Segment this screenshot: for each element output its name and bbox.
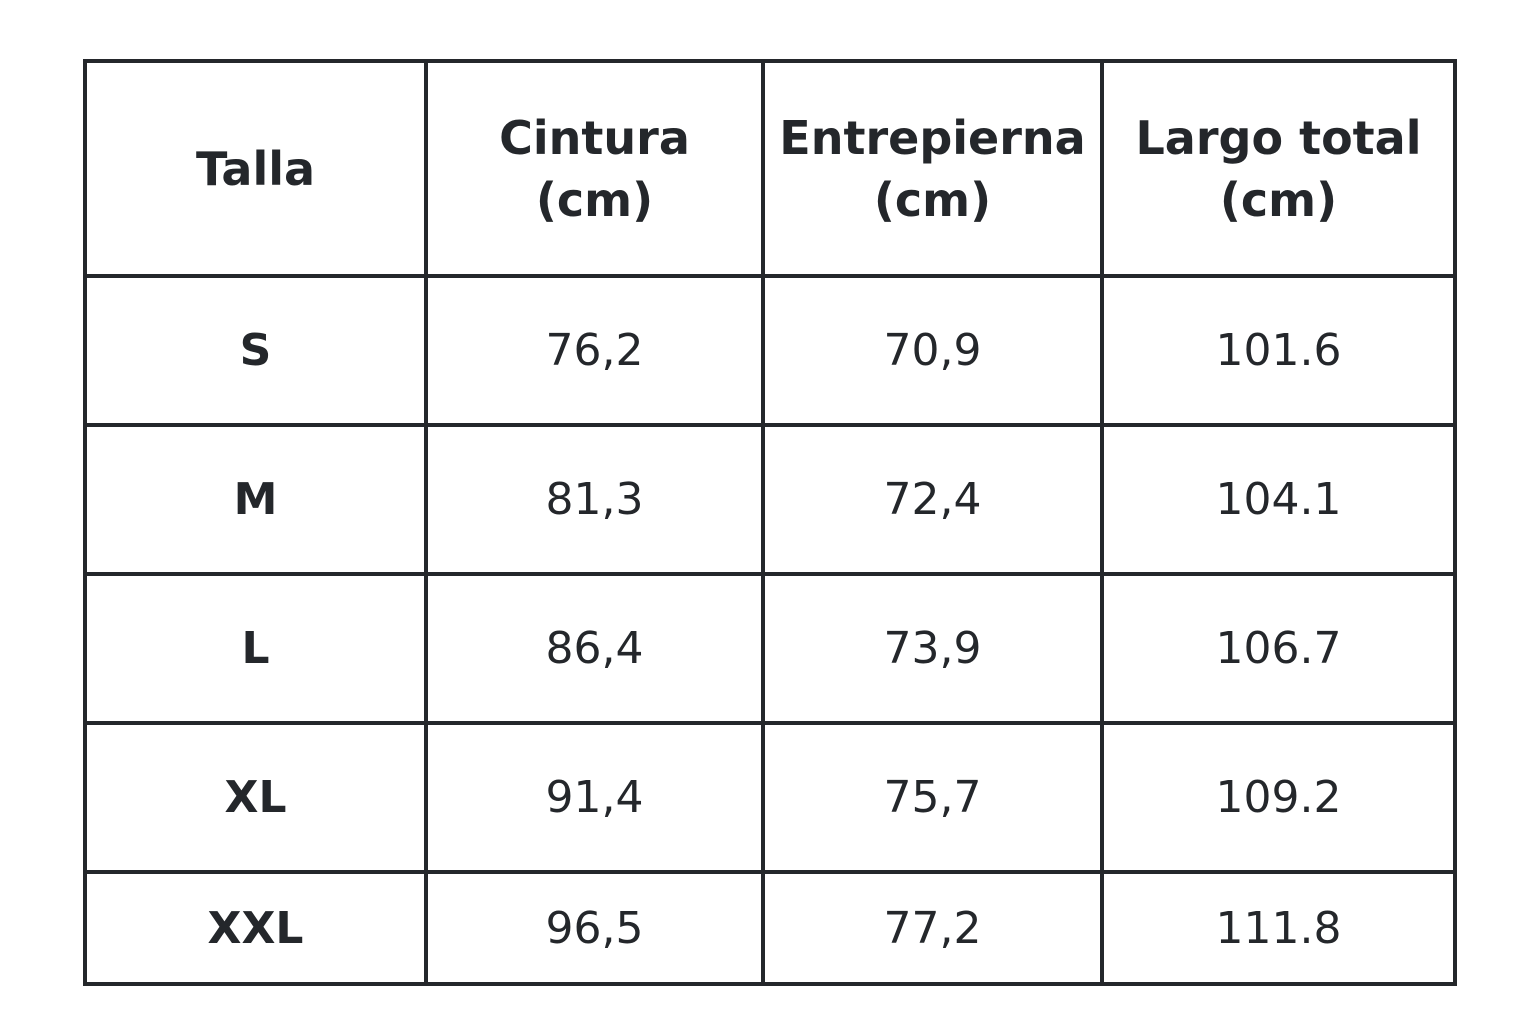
size-cell: M	[83, 423, 428, 576]
table-row: XXL 96,5 77,2 111.8	[83, 870, 1457, 986]
size-table: Talla Cintura (cm) Entrepierna (cm) Largo t…	[83, 59, 1457, 986]
size-cell: XL	[83, 721, 428, 874]
header-cell: Cintura (cm)	[424, 59, 765, 278]
table-body: S 76,2 70,9 101.6 M 81,3 72,4 104.1 L 86,4 73,9 106…	[83, 274, 1457, 986]
value-cell: 70,9	[761, 274, 1104, 427]
header-row: Talla Cintura (cm) Entrepierna (cm) Largo t…	[83, 59, 1457, 278]
size-cell: XXL	[83, 870, 428, 986]
table-row: M 81,3 72,4 104.1	[83, 423, 1457, 576]
value-cell: 104.1	[1100, 423, 1457, 576]
size-cell: S	[83, 274, 428, 427]
value-cell: 81,3	[424, 423, 765, 576]
value-cell: 75,7	[761, 721, 1104, 874]
value-cell: 96,5	[424, 870, 765, 986]
header-cell: Talla	[83, 59, 428, 278]
value-cell: 72,4	[761, 423, 1104, 576]
value-cell: 91,4	[424, 721, 765, 874]
size-cell: L	[83, 572, 428, 725]
value-cell: 77,2	[761, 870, 1104, 986]
value-cell: 106.7	[1100, 572, 1457, 725]
value-cell: 86,4	[424, 572, 765, 725]
header-cell: Largo total (cm)	[1100, 59, 1457, 278]
value-cell: 111.8	[1100, 870, 1457, 986]
table-row: XL 91,4 75,7 109.2	[83, 721, 1457, 874]
table-row: S 76,2 70,9 101.6	[83, 274, 1457, 427]
value-cell: 73,9	[761, 572, 1104, 725]
header-cell: Entrepierna (cm)	[761, 59, 1104, 278]
value-cell: 109.2	[1100, 721, 1457, 874]
value-cell: 101.6	[1100, 274, 1457, 427]
table-row: L 86,4 73,9 106.7	[83, 572, 1457, 725]
value-cell: 76,2	[424, 274, 765, 427]
